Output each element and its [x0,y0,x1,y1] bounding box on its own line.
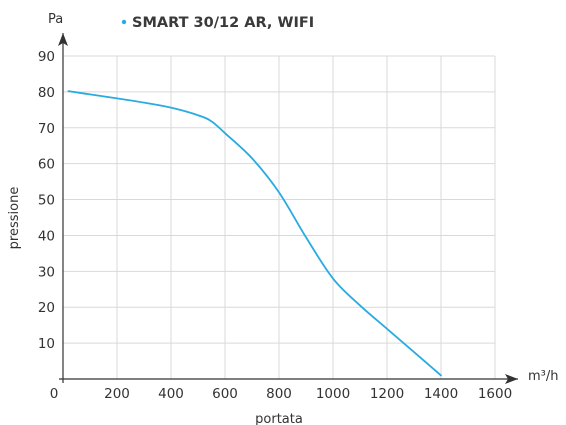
legend: SMART 30/12 AR, WIFI [121,15,314,31]
y-tick-label: 10 [38,336,55,352]
axes [58,33,518,384]
tick-labels: 0 200 400 600 800 1000 1200 1400 1600 10 20 30 40 50 6… [38,49,512,402]
x-tick-label: 1200 [370,386,404,402]
x-tick-label: 1400 [424,386,458,402]
x-tick-label: 600 [212,386,238,402]
x-tick-label: 200 [104,386,130,402]
x-axis-arrow [505,374,518,384]
y-tick-label: 70 [38,121,55,137]
x-axis-title: portata [255,412,303,425]
y-axis-arrow [58,33,68,46]
grid [63,55,496,379]
x-tick-label: 0 [50,386,59,402]
y-unit-label: Pa [48,12,63,27]
legend-marker [121,19,127,25]
y-axis-title: pressione [7,187,22,250]
y-tick-label: 50 [38,193,55,209]
series-layer [67,90,442,377]
y-tick-label: 60 [38,157,55,173]
x-tick-label: 1600 [478,386,512,402]
y-tick-label: 20 [38,300,55,316]
x-tick-label: 400 [158,386,184,402]
x-tick-label: 1000 [316,386,350,402]
y-tick-label: 90 [38,49,55,65]
y-tick-label: 40 [38,228,55,244]
series-line [67,90,442,377]
y-tick-label: 30 [38,264,55,280]
y-tick-label: 80 [38,85,55,101]
x-unit-label: m³/h [528,369,559,384]
x-tick-label: 800 [266,386,292,402]
legend-label: SMART 30/12 AR, WIFI [132,15,314,31]
